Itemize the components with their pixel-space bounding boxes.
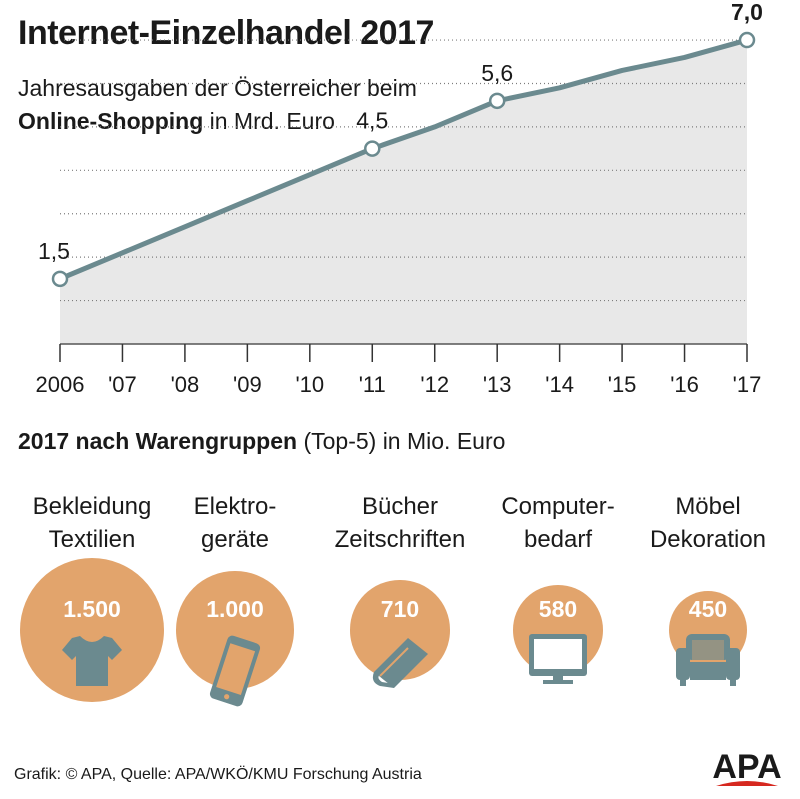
value-bubble: 1.000: [176, 571, 294, 707]
data-label: 1,5: [38, 238, 70, 264]
x-tick-label: 2006: [36, 372, 85, 397]
source-footer: Grafik: © APA, Quelle: APA/WKÖ/KMU Forsc…: [14, 766, 422, 783]
bubble-value: 1.500: [63, 596, 121, 622]
section-title-unit: (Top-5) in Mio. Euro: [297, 428, 506, 454]
data-label: 7,0: [731, 0, 763, 25]
x-tick-label: '08: [171, 372, 200, 397]
monitor-icon: [525, 632, 591, 691]
logo-swoosh: [716, 781, 778, 786]
x-axis-ticks: [59, 343, 748, 362]
data-label: 4,5: [356, 108, 388, 134]
x-tick-label: '14: [545, 372, 574, 397]
bubble-value: 1.000: [206, 595, 264, 622]
category-label: Möbel Dekoration: [649, 493, 767, 553]
book-icon: [368, 632, 432, 695]
value-bubble: 450: [668, 590, 748, 686]
line-chart: 1,5 4,5 5,6 7,0 2006 '07 '08 '09 '10 '11 '12 '13 '1…: [36, 0, 763, 397]
tshirt-icon: [62, 632, 122, 693]
data-labels: 1,5 4,5 5,6 7,0: [38, 0, 763, 264]
x-tick-label: '17: [733, 372, 762, 397]
logo-text: APA: [712, 748, 781, 786]
section-title: 2017 nach Warengruppen (Top-5) in Mio. E…: [18, 428, 505, 455]
x-tick-label: '15: [608, 372, 637, 397]
category-label: Elektro- geräte: [193, 493, 277, 553]
x-tick-label: '09: [233, 372, 262, 397]
grid-lines: [60, 39, 747, 302]
chart-subtitle: Jahresausgaben der Österreicher beim Onl…: [18, 72, 578, 138]
x-tick-label: '16: [670, 372, 699, 397]
data-point-marker: [51, 270, 69, 288]
x-tick-labels: 2006 '07 '08 '09 '10 '11 '12 '13 '14 '15 '16 '17: [36, 372, 762, 397]
subtitle-unit: in Mrd. Euro: [203, 108, 335, 134]
value-bubble: 580: [513, 585, 603, 684]
x-tick-label: '12: [420, 372, 449, 397]
x-tick-label: '10: [295, 372, 324, 397]
armchair-icon: [675, 632, 740, 691]
bubble-value: 710: [380, 595, 420, 622]
page-title: Internet-Einzelhandel 2017: [18, 14, 434, 52]
apa-logo: APA: [712, 748, 782, 786]
x-tick-label: '07: [108, 372, 137, 397]
data-point-marker: [738, 31, 756, 49]
category-label: Computer- bedarf: [501, 493, 615, 553]
series-line: [59, 37, 748, 282]
area-fill: [60, 40, 747, 344]
subtitle-bold: Online-Shopping: [18, 108, 204, 134]
value-bubble: 1.500: [20, 558, 164, 702]
value-bubble: 710: [350, 580, 450, 688]
x-tick-label: '11: [359, 372, 386, 397]
category-label: Bekleidung Textilien: [32, 493, 152, 553]
subtitle-line1: Jahresausgaben der Österreicher beim: [18, 75, 417, 101]
data-markers: [51, 31, 756, 288]
section-title-bold: 2017 nach Warengruppen: [18, 428, 298, 454]
bubble-value: 450: [688, 595, 728, 622]
x-tick-label: '13: [483, 372, 512, 397]
category-label: Bücher Zeitschriften: [334, 493, 466, 553]
smartphone-icon: [208, 632, 262, 715]
bubble-value: 580: [538, 595, 578, 622]
data-point-marker: [364, 140, 381, 157]
data-point-marker: [488, 92, 506, 110]
data-label: 5,6: [481, 60, 513, 86]
